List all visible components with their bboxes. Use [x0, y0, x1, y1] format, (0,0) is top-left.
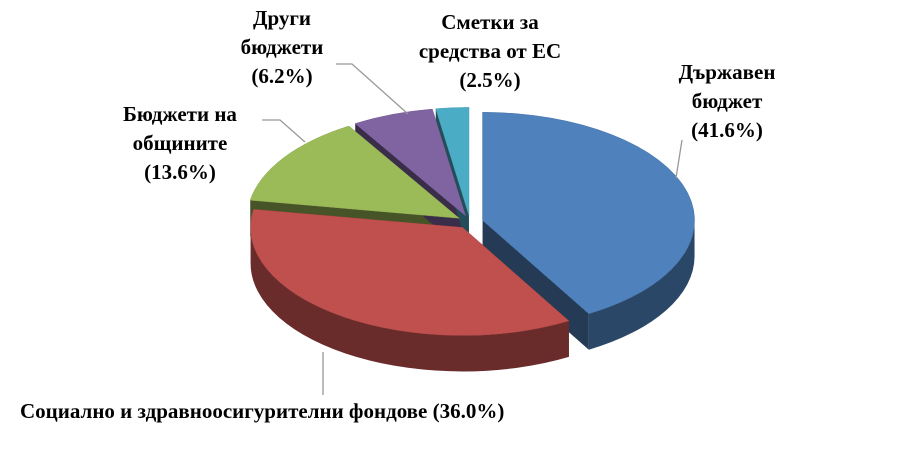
leader-line	[336, 63, 409, 115]
value-label: (41.6%)	[691, 118, 763, 142]
value-label: (2.5%)	[459, 68, 521, 92]
data-label: Сметки за средства от ЕС (2.5%)	[415, 8, 565, 95]
category-label: Сметки за средства от ЕС	[418, 10, 562, 63]
data-label: Други бюджети (6.2%)	[222, 4, 342, 91]
leader-line	[675, 139, 683, 179]
category-label: Социално и здравноосигурителни фондове	[20, 399, 428, 423]
slice	[482, 112, 695, 315]
category-label: Държавен бюджет	[678, 60, 776, 113]
slice	[249, 125, 461, 219]
data-label: Социално и здравноосигурителни фондове (…	[20, 397, 640, 426]
data-label: Бюджети на общините (13.6%)	[105, 100, 255, 187]
slice	[250, 209, 570, 336]
slice	[354, 108, 467, 217]
value-label: (36.0%)	[432, 399, 505, 423]
value-label: (13.6%)	[144, 160, 216, 184]
slice-side	[250, 227, 569, 372]
leader-lines	[262, 63, 683, 395]
leader-line	[262, 119, 306, 143]
category-label: Бюджети на общините	[123, 102, 237, 155]
slice	[435, 107, 470, 216]
value-label: (6.2%)	[251, 64, 313, 88]
data-label: Държавен бюджет (41.6%)	[657, 58, 797, 145]
slice-side	[588, 220, 695, 350]
category-label: Други бюджети	[240, 6, 324, 59]
